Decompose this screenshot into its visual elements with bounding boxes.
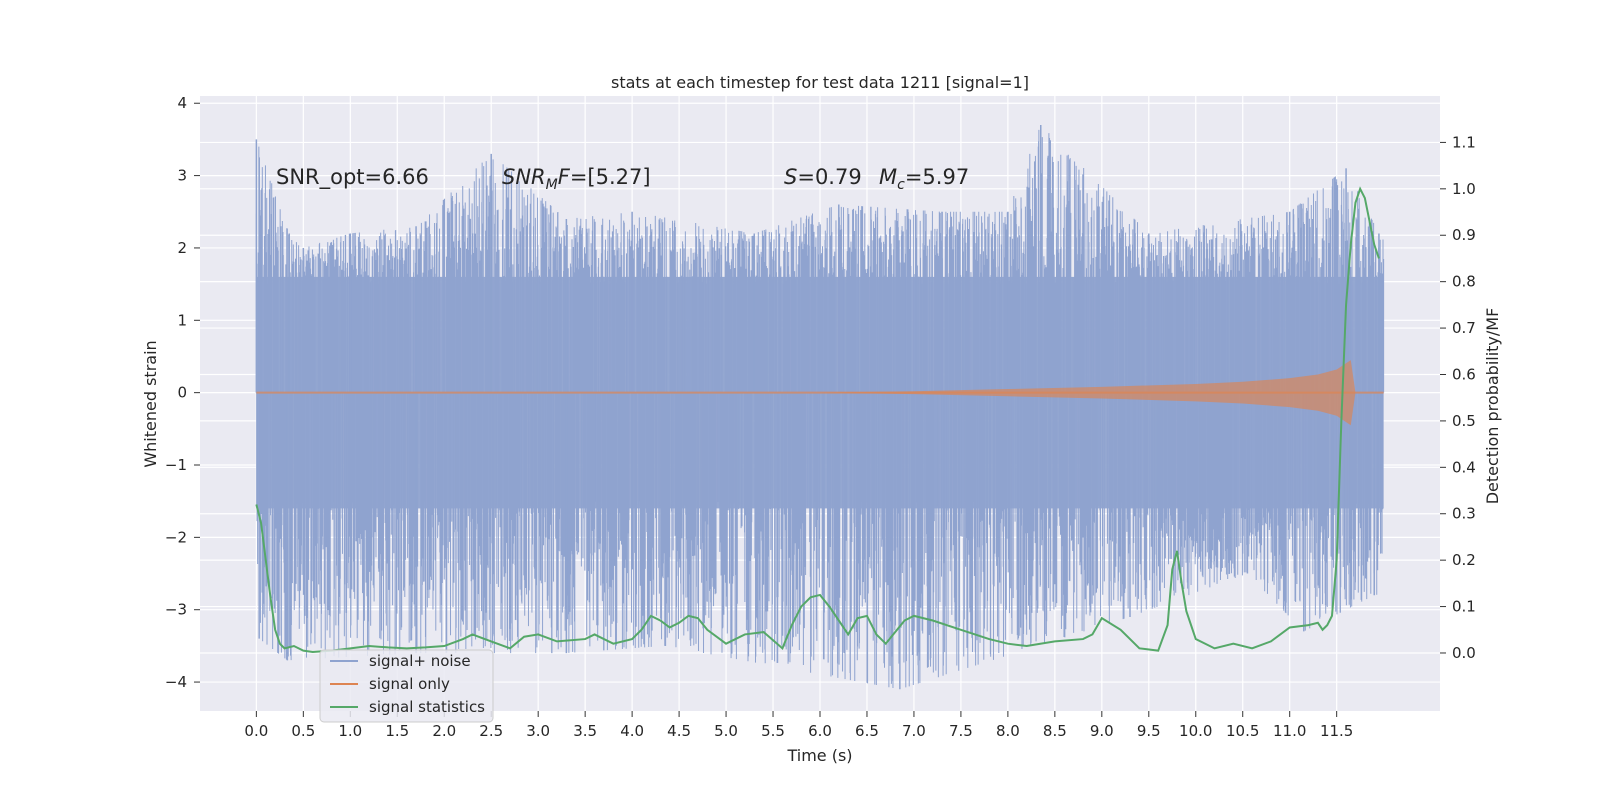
x-tick-label: 1.0 [338,722,362,740]
y-tick-label: 3 [177,167,187,185]
y2-tick-label: 0.2 [1452,551,1476,569]
annotation-chirp-value: =5.97 [905,165,969,189]
x-tick-label: 9.0 [1090,722,1114,740]
legend: signal+ noise signal only signal statist… [319,649,494,723]
signal-statistics-line [255,186,1380,654]
series-signal-statistics [255,186,1380,654]
x-tick-label: 11.5 [1320,722,1353,740]
y2-tick-label: 1.1 [1452,133,1476,151]
x-tick-label: 10.5 [1226,722,1259,740]
y2-tick-label: 0.3 [1452,505,1476,523]
annotation-chirp-sub: c [897,177,905,193]
x-tick-label: 3.5 [573,722,597,740]
annotation-snr-opt: SNR_opt=6.66 [276,165,429,190]
x-tick-label: 11.0 [1273,722,1306,740]
x-tick-label: 10.0 [1179,722,1212,740]
x-tick-label: 0.5 [291,722,315,740]
y-tick-label: 4 [177,94,187,112]
y2-tick-label: 0.7 [1452,319,1476,337]
series-signal-only [256,360,1384,426]
y-axis-label: Whitened strain [141,340,160,467]
x-tick-label: 7.0 [902,722,926,740]
y-tick-label: −1 [165,456,187,474]
x-tick-label: 2.0 [432,722,456,740]
x-tick-label: 3.0 [526,722,550,740]
y2-tick-label: 0.5 [1452,412,1476,430]
legend-label-signal-noise: signal+ noise [369,652,471,670]
x-tick-label: 4.5 [667,722,691,740]
x-tick-label: 2.5 [479,722,503,740]
annotation-spin-italic: S [784,165,797,189]
annotation-chirp-italic: M [879,165,897,189]
annotation-snr-mf-italic: SNR [502,165,546,189]
annotation-snr-mf-italic2: F [558,165,571,189]
y2-axis-label: Detection probability/MF [1483,308,1502,505]
x-tick-label: 5.5 [761,722,785,740]
y2-tick-label: 0.1 [1452,598,1476,616]
y-tick-label: −4 [165,673,187,691]
annotation-chirp: Mc=5.97 [879,165,969,193]
x-tick-label: 8.0 [996,722,1020,740]
x-tick-label: 0.0 [244,722,268,740]
x-tick-label: 6.5 [855,722,879,740]
x-axis-label: Time (s) [786,746,852,765]
annotations: SNR_opt=6.66 SNRMF=[5.27] S=0.79 Mc=5.97 [276,165,969,193]
y2-tick-label: 0.9 [1452,226,1476,244]
legend-box [319,649,494,723]
annotation-snr-mf: SNRMF=[5.27] [502,165,651,193]
x-tick-label: 7.5 [949,722,973,740]
y-tick-label: 2 [177,239,187,257]
legend-label-signal-only: signal only [369,675,450,693]
x-tick-label: 1.5 [385,722,409,740]
y2-tick-label: 0.4 [1452,458,1476,476]
annotation-spin-value: =0.79 [797,165,861,189]
y2-tick-label: 0.0 [1452,644,1476,662]
y2-tick-label: 0.6 [1452,365,1476,383]
annotation-snr-mf-value: =[5.27] [570,165,651,189]
y2-tick-label: 0.8 [1452,273,1476,291]
y2-tick-label: 1.0 [1452,180,1476,198]
x-axis-ticks: 0.0 0.5 1.0 1.5 2.0 2.5 3.0 3.5 4.0 4.5 5.0 5.5 6.0 6… [244,711,1353,740]
x-tick-label: 5.0 [714,722,738,740]
y-tick-label: −3 [165,601,187,619]
x-tick-label: 4.0 [620,722,644,740]
legend-label-signal-statistics: signal statistics [369,698,485,716]
x-tick-label: 6.0 [808,722,832,740]
y-tick-label: 1 [177,311,187,329]
chart-title: stats at each timestep for test data 121… [611,73,1029,92]
x-tick-label: 8.5 [1043,722,1067,740]
annotation-snr-mf-sub: M [546,177,558,193]
y-axis-ticks: 4 3 2 1 0 −1 −2 −3 −4 [165,94,200,691]
x-tick-label: 9.5 [1137,722,1161,740]
y2-axis-ticks: 1.1 1.0 0.9 0.8 0.7 0.6 0.5 0.4 0.3 0.2 0.1 0.0 [1440,133,1476,662]
annotation-spin: S=0.79 [784,165,862,189]
y-tick-label: 0 [177,384,187,402]
y-tick-label: −2 [165,528,187,546]
